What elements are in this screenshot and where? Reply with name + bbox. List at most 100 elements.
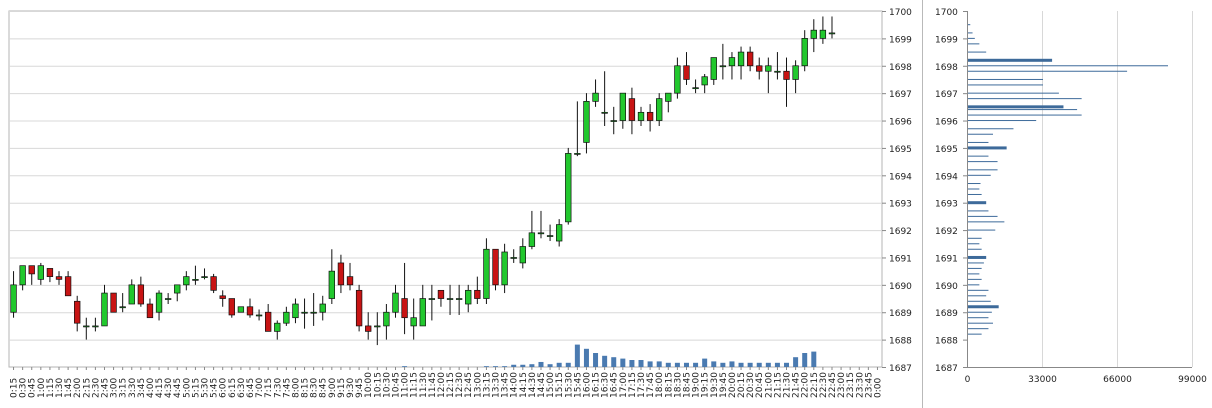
candle	[774, 52, 781, 80]
profile-x-tick-label: 33000	[1028, 375, 1057, 385]
profile-bar	[968, 109, 1078, 111]
candle	[528, 210, 536, 250]
candle-body-up	[719, 65, 727, 68]
x-tick-label: 19:00	[692, 372, 702, 398]
candle-body-up	[656, 98, 663, 121]
x-tick-label: 6:00	[219, 378, 229, 398]
candle	[137, 276, 145, 307]
candle-body-up	[501, 251, 508, 286]
candle	[383, 304, 390, 340]
volume-bar	[738, 362, 744, 367]
x-tick-label: 2:30	[91, 378, 101, 398]
candle	[801, 30, 808, 72]
y-tick-label: 1699	[889, 35, 912, 45]
candle-body-up	[201, 276, 208, 278]
profile-bar	[968, 65, 1168, 67]
volume-bar	[602, 355, 608, 367]
candle	[656, 93, 663, 127]
candle	[410, 298, 417, 340]
volume-bar	[720, 362, 726, 367]
candle-body-up	[610, 120, 617, 122]
candle	[374, 312, 381, 346]
candle	[337, 254, 345, 294]
candle-body-down	[646, 111, 654, 121]
profile-y-tick-label: 1693	[935, 200, 958, 210]
x-tick-label: 20:45	[755, 372, 765, 398]
candle-body-up	[310, 311, 317, 314]
x-tick-label: 0:00	[873, 378, 883, 398]
candle-body-up	[665, 92, 672, 102]
profile-bar	[968, 311, 992, 313]
candle	[401, 262, 408, 335]
candle	[446, 284, 454, 315]
volume-profile-chart: 0 33000 66000 99000 1700 1699 1698 1697 1696 1695…	[935, 8, 1207, 385]
x-tick-label: 19:30	[710, 372, 720, 398]
candle-body-down	[146, 303, 154, 319]
x-tick-label: 9:30	[346, 378, 356, 398]
y-tick-label: 1692	[889, 227, 912, 237]
candle	[365, 312, 372, 340]
x-tick-label: 22:30	[819, 372, 829, 398]
volume-bar	[402, 366, 408, 367]
candle-body-up	[174, 284, 181, 294]
candle-body-up	[574, 153, 581, 155]
candle-body-up	[592, 92, 599, 102]
x-tick-label: 3:15	[119, 378, 129, 398]
y-tick-label: 1691	[889, 254, 912, 264]
x-tick-label: 6:30	[237, 378, 247, 398]
profile-bar	[968, 273, 980, 275]
x-tick-label: 17:00	[619, 372, 629, 398]
candle	[765, 57, 772, 94]
candle-body-up	[383, 311, 390, 327]
candle-body-up	[674, 65, 681, 94]
candle-body-down	[137, 284, 145, 305]
volume-bar	[693, 362, 699, 367]
candle-body-down	[756, 65, 763, 72]
x-tick-label: 9:15	[337, 378, 347, 398]
candle	[592, 79, 599, 107]
candle	[437, 289, 445, 307]
candle	[465, 284, 472, 313]
profile-bar	[968, 120, 1037, 122]
candle	[419, 284, 426, 327]
volume-bar	[593, 353, 599, 367]
x-tick-label: 15:45	[573, 372, 583, 398]
candle	[355, 284, 363, 332]
candle	[510, 249, 517, 263]
x-tick-label: 16:45	[610, 372, 620, 398]
profile-bar	[968, 248, 982, 250]
candle-body-down	[337, 262, 345, 286]
profile-bar	[968, 188, 980, 190]
panel-divider[interactable]	[922, 0, 923, 408]
candle-body-up	[792, 65, 799, 80]
x-tick-label: 12:00	[437, 372, 447, 398]
x-tick-label: 4:00	[146, 378, 156, 398]
candle	[701, 73, 708, 94]
candle-body-down	[228, 298, 235, 316]
profile-y-tick-label: 1689	[935, 309, 958, 319]
x-tick-label: 15:00	[546, 372, 556, 398]
x-tick-label: 18:00	[655, 372, 665, 398]
x-tick-label: 21:15	[773, 372, 783, 398]
candle-body-up	[128, 284, 135, 305]
candle	[292, 298, 299, 324]
candle-body-down	[74, 300, 81, 324]
candle	[628, 87, 636, 135]
candle-body-up	[237, 306, 245, 313]
volume-bar	[493, 366, 499, 367]
y-tick-label: 1690	[889, 282, 912, 292]
candle	[565, 147, 572, 225]
volume-bar	[811, 351, 817, 367]
x-tick-label: 20:30	[746, 372, 756, 398]
candle-body-up	[774, 70, 781, 73]
x-tick-label: 5:15	[191, 378, 201, 398]
x-tick-label: 19:15	[701, 372, 711, 398]
candle-body-down	[46, 268, 54, 277]
candle-body-up	[819, 29, 827, 39]
candle	[37, 262, 44, 285]
x-tick-label: 10:15	[373, 372, 383, 398]
candle	[55, 271, 63, 285]
x-tick-label: 14:15	[519, 372, 529, 398]
y-tick-label: 1698	[889, 63, 912, 73]
